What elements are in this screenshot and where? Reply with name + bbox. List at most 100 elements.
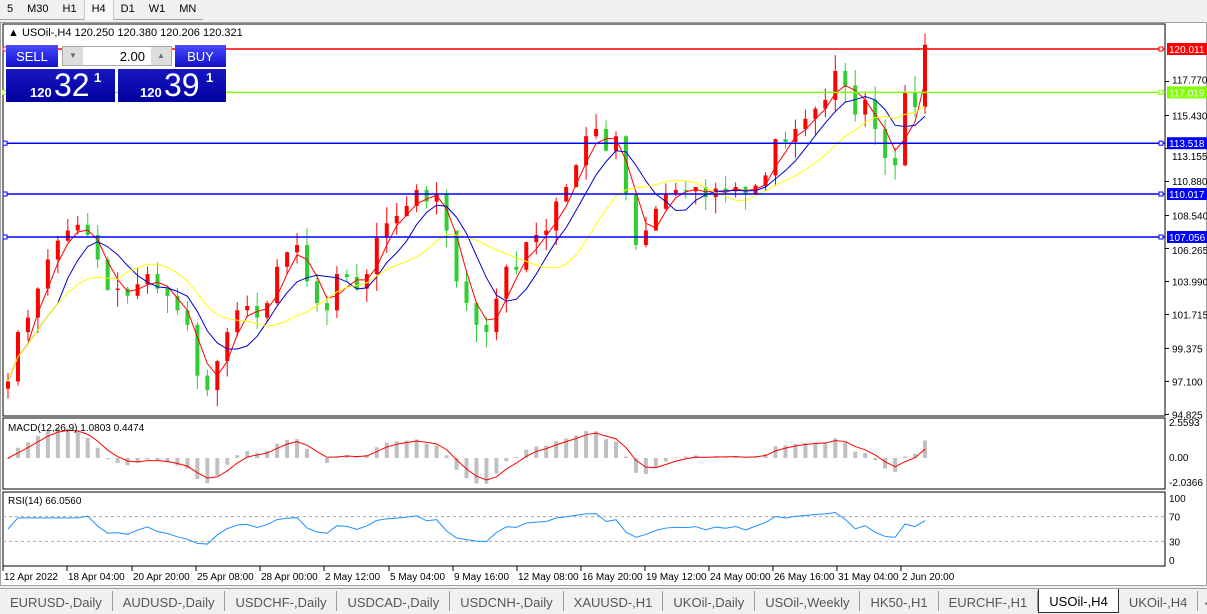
chart-tab[interactable]: USOil-,Weekly (755, 591, 861, 611)
timeframe-MN[interactable]: MN (179, 3, 197, 15)
macd-histogram-bar (544, 445, 549, 458)
line-handle[interactable] (1158, 191, 1164, 197)
macd-histogram-bar (803, 443, 808, 458)
macd-histogram-bar (235, 455, 240, 458)
candle (783, 139, 788, 143)
price-tick-label: 97.100 (1172, 377, 1203, 388)
volume-input[interactable]: 2.00 (119, 49, 145, 64)
scroll-left-icon[interactable]: ◂ (1198, 591, 1207, 611)
macd-histogram-bar (614, 441, 619, 458)
line-handle[interactable] (1158, 234, 1164, 240)
macd-histogram-bar (324, 458, 329, 463)
timeframe-W1[interactable]: W1 (148, 3, 166, 15)
buy-button[interactable]: BUY (175, 45, 226, 67)
line-handle[interactable] (1158, 89, 1164, 95)
macd-histogram-bar (414, 439, 419, 458)
candle (544, 230, 549, 235)
macd-signal-line (7, 429, 926, 481)
macd-label: MACD(12,26,9) 1.0803 0.4474 (8, 423, 145, 434)
candle (324, 303, 329, 311)
macd-tick-label: -2.0366 (1169, 478, 1203, 489)
macd-histogram-bar (773, 446, 778, 458)
macd-histogram-bar (893, 458, 898, 472)
candle (574, 165, 579, 188)
macd-histogram-bar (85, 437, 90, 458)
macd-histogram-bar (105, 458, 110, 460)
timeframe-H1[interactable]: H1 (62, 3, 77, 15)
chart-tab[interactable]: HK50-,H1 (860, 591, 939, 611)
candle (195, 324, 200, 376)
chart-tab[interactable]: EURUSD-,Daily (0, 591, 113, 611)
chart-tab[interactable]: USDCAD-,Daily (337, 591, 451, 611)
line-handle[interactable] (2, 191, 8, 197)
price-tick-label: 115.430 (1172, 111, 1207, 122)
timeframe-D1[interactable]: D1 (120, 3, 135, 15)
macd-histogram-bar (853, 451, 858, 458)
macd-histogram-bar (683, 456, 688, 458)
macd-histogram-bar (623, 456, 628, 458)
macd-histogram-bar (65, 428, 70, 458)
candle (364, 274, 369, 289)
candle (504, 266, 509, 299)
timeframe-M30[interactable]: M30 (27, 3, 49, 15)
candle (105, 259, 110, 291)
collapse-icon[interactable]: ▲ (8, 27, 22, 39)
candle (175, 295, 180, 311)
time-tick-label: 16 May 20:00 (582, 572, 643, 583)
line-handle[interactable] (2, 234, 8, 240)
chart-tab[interactable]: AUDUSD-,Daily (113, 591, 226, 611)
rsi-tick-label: 0 (1169, 556, 1175, 567)
volume-up-button[interactable]: ▲ (151, 47, 171, 65)
volume-down-button[interactable]: ▼ (63, 47, 83, 65)
macd-panel (2, 417, 1166, 490)
sell-button[interactable]: SELL (6, 45, 58, 67)
chart-tab[interactable]: USDCHF-,Daily (225, 591, 338, 611)
candle (75, 224, 80, 231)
macd-histogram-bar (524, 449, 529, 458)
macd-histogram-bar (653, 458, 658, 469)
macd-histogram-bar (763, 454, 768, 458)
time-tick-label: 20 Apr 20:00 (133, 572, 190, 583)
line-handle[interactable] (2, 140, 8, 146)
candle (125, 288, 130, 296)
macd-histogram-bar (863, 453, 868, 458)
candle (604, 128, 609, 151)
candle (484, 324, 489, 333)
candle (643, 230, 648, 246)
macd-tick-label: 0.00 (1169, 453, 1189, 464)
candle (424, 189, 429, 202)
candle (344, 274, 349, 277)
timeframe-H4[interactable]: H4 (83, 0, 114, 20)
chart-tab[interactable]: USDCNH-,Daily (450, 591, 564, 611)
time-tick-label: 2 May 12:00 (325, 572, 380, 583)
candle (594, 128, 599, 137)
candle (753, 185, 758, 195)
candle (843, 70, 848, 86)
chart-tab[interactable]: EURCHF-,H1 (939, 591, 1039, 611)
line-handle[interactable] (1158, 46, 1164, 52)
chart-tab[interactable]: XAUUSD-,H1 (564, 591, 664, 611)
ma-fast-line (7, 81, 926, 382)
line-handle[interactable] (1158, 140, 1164, 146)
time-tick-label: 26 May 16:00 (774, 572, 835, 583)
candle (623, 136, 628, 195)
candle (414, 189, 419, 206)
macd-histogram-bar (484, 458, 489, 484)
sell-price-sup: 1 (94, 70, 102, 85)
candle (923, 44, 927, 108)
price-tick-label: 103.990 (1172, 277, 1207, 288)
horizontal-line-price: 107.056 (1169, 233, 1206, 244)
chart-tab[interactable]: USOil-,H4 (1038, 589, 1119, 613)
candle (633, 194, 638, 246)
macd-histogram-bar (454, 458, 459, 470)
macd-histogram-bar (35, 436, 40, 458)
timeframe-5[interactable]: 5 (7, 3, 14, 15)
rsi-label: RSI(14) 66.0560 (8, 496, 82, 507)
sell-price[interactable]: 120 32 1 (6, 67, 115, 103)
macd-histogram-bar (883, 458, 888, 469)
chart-tab[interactable]: UKOil-,H4 (1119, 591, 1199, 611)
buy-price[interactable]: 120 39 1 (118, 67, 226, 103)
macd-histogram-bar (95, 447, 100, 458)
chart-tab[interactable]: UKOil-,Daily (663, 591, 756, 611)
